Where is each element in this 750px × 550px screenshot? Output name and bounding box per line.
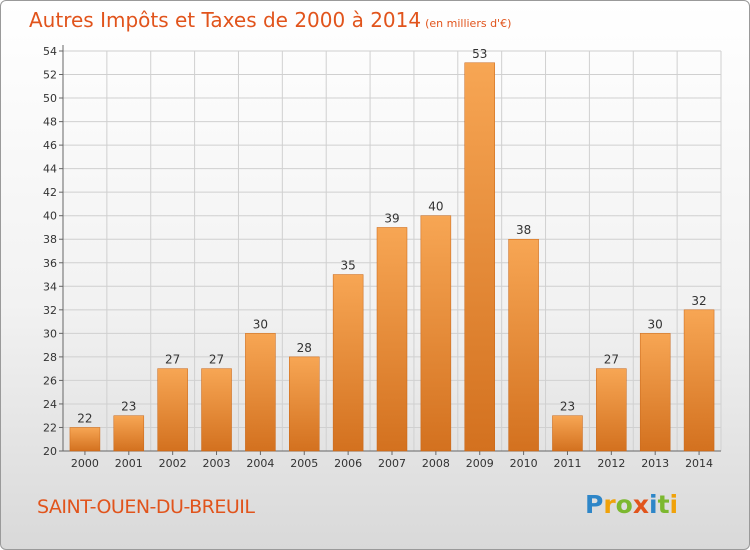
y-tick-label: 32 (43, 304, 57, 317)
x-tick-label: 2006 (334, 457, 362, 470)
y-tick-label: 42 (43, 186, 57, 199)
y-tick-label: 52 (43, 69, 57, 82)
logo-letter: t (657, 490, 670, 519)
bar-2013 (639, 333, 671, 452)
logo-letter: i (649, 490, 658, 519)
y-tick-label: 46 (43, 139, 57, 152)
data-label: 30 (253, 317, 268, 331)
y-tick-label: 20 (43, 445, 57, 458)
bar-2002 (157, 368, 188, 452)
logo-letter: i (669, 490, 679, 519)
data-label: 32 (691, 294, 706, 308)
data-label: 39 (384, 211, 399, 225)
bars (69, 62, 715, 452)
data-labels: 22 23 27 27 30 28 35 39 40 53 38 23 27 30 32 (77, 47, 706, 426)
data-label: 53 (472, 47, 487, 61)
logo-letter: P (585, 490, 604, 519)
bar-2004 (245, 333, 276, 452)
x-tick-label: 2000 (71, 457, 99, 470)
y-tick-label: 48 (43, 116, 57, 129)
data-label: 23 (121, 400, 136, 414)
bar-2001 (113, 415, 145, 452)
data-label: 27 (604, 353, 619, 367)
y-tick-label: 24 (43, 398, 57, 411)
data-label: 28 (297, 341, 312, 355)
bar-2003 (201, 368, 232, 452)
data-label: 23 (560, 400, 575, 414)
y-tick-label: 50 (43, 92, 57, 105)
y-tick-label: 30 (43, 327, 57, 340)
bar-2009 (464, 62, 495, 452)
chart-title-text: Autres Impôts et Taxes de 2000 à 2014 (29, 8, 422, 32)
logo-letter: r (603, 490, 616, 519)
x-tick-label: 2013 (641, 457, 669, 470)
y-tick-label: 28 (43, 351, 57, 364)
x-tick-label: 2012 (597, 457, 625, 470)
x-tick-label: 2005 (290, 457, 318, 470)
data-label: 35 (340, 259, 355, 273)
x-tick-label: 2007 (378, 457, 406, 470)
data-label: 27 (209, 353, 224, 367)
x-tick-label: 2002 (159, 457, 187, 470)
x-tick-label: 2003 (203, 457, 231, 470)
bar-2006 (332, 274, 364, 452)
data-label: 27 (165, 353, 180, 367)
y-tick-label: 26 (43, 374, 57, 387)
chart-title: Autres Impôts et Taxes de 2000 à 2014 (en… (29, 8, 511, 32)
bar-2014 (683, 309, 715, 452)
bar-2010 (508, 238, 539, 452)
chart-unit-label: (en milliers d'€) (425, 17, 512, 30)
bar-2005 (289, 356, 320, 452)
bar-2012 (596, 368, 627, 452)
bar-2007 (376, 227, 408, 452)
y-tick-label: 40 (43, 210, 57, 223)
bar-2008 (420, 215, 452, 452)
logo-letter: x (632, 490, 649, 519)
data-label: 30 (648, 317, 663, 331)
x-tick-label: 2011 (553, 457, 581, 470)
bar-2000 (69, 427, 101, 452)
x-tick-label: 2010 (510, 457, 538, 470)
x-tick-label: 2009 (466, 457, 494, 470)
y-tick-label: 38 (43, 233, 57, 246)
x-tick-label: 2004 (246, 457, 274, 470)
x-tick-label: 2008 (422, 457, 450, 470)
x-tick-label: 2001 (115, 457, 143, 470)
data-label: 22 (77, 411, 92, 425)
data-label: 38 (516, 223, 531, 237)
y-tick-label: 34 (43, 280, 57, 293)
y-tick-label: 22 (43, 421, 57, 434)
x-tick-label: 2014 (685, 457, 713, 470)
y-tick-label: 54 (43, 45, 57, 58)
y-tick-label: 44 (43, 163, 57, 176)
data-label: 40 (428, 200, 443, 214)
proxiti-logo[interactable]: Proxiti (585, 490, 695, 524)
logo-letter: o (615, 490, 633, 519)
bar-2011 (552, 415, 583, 452)
commune-name: SAINT-OUEN-DU-BREUIL (37, 496, 255, 518)
y-tick-label: 36 (43, 257, 57, 270)
